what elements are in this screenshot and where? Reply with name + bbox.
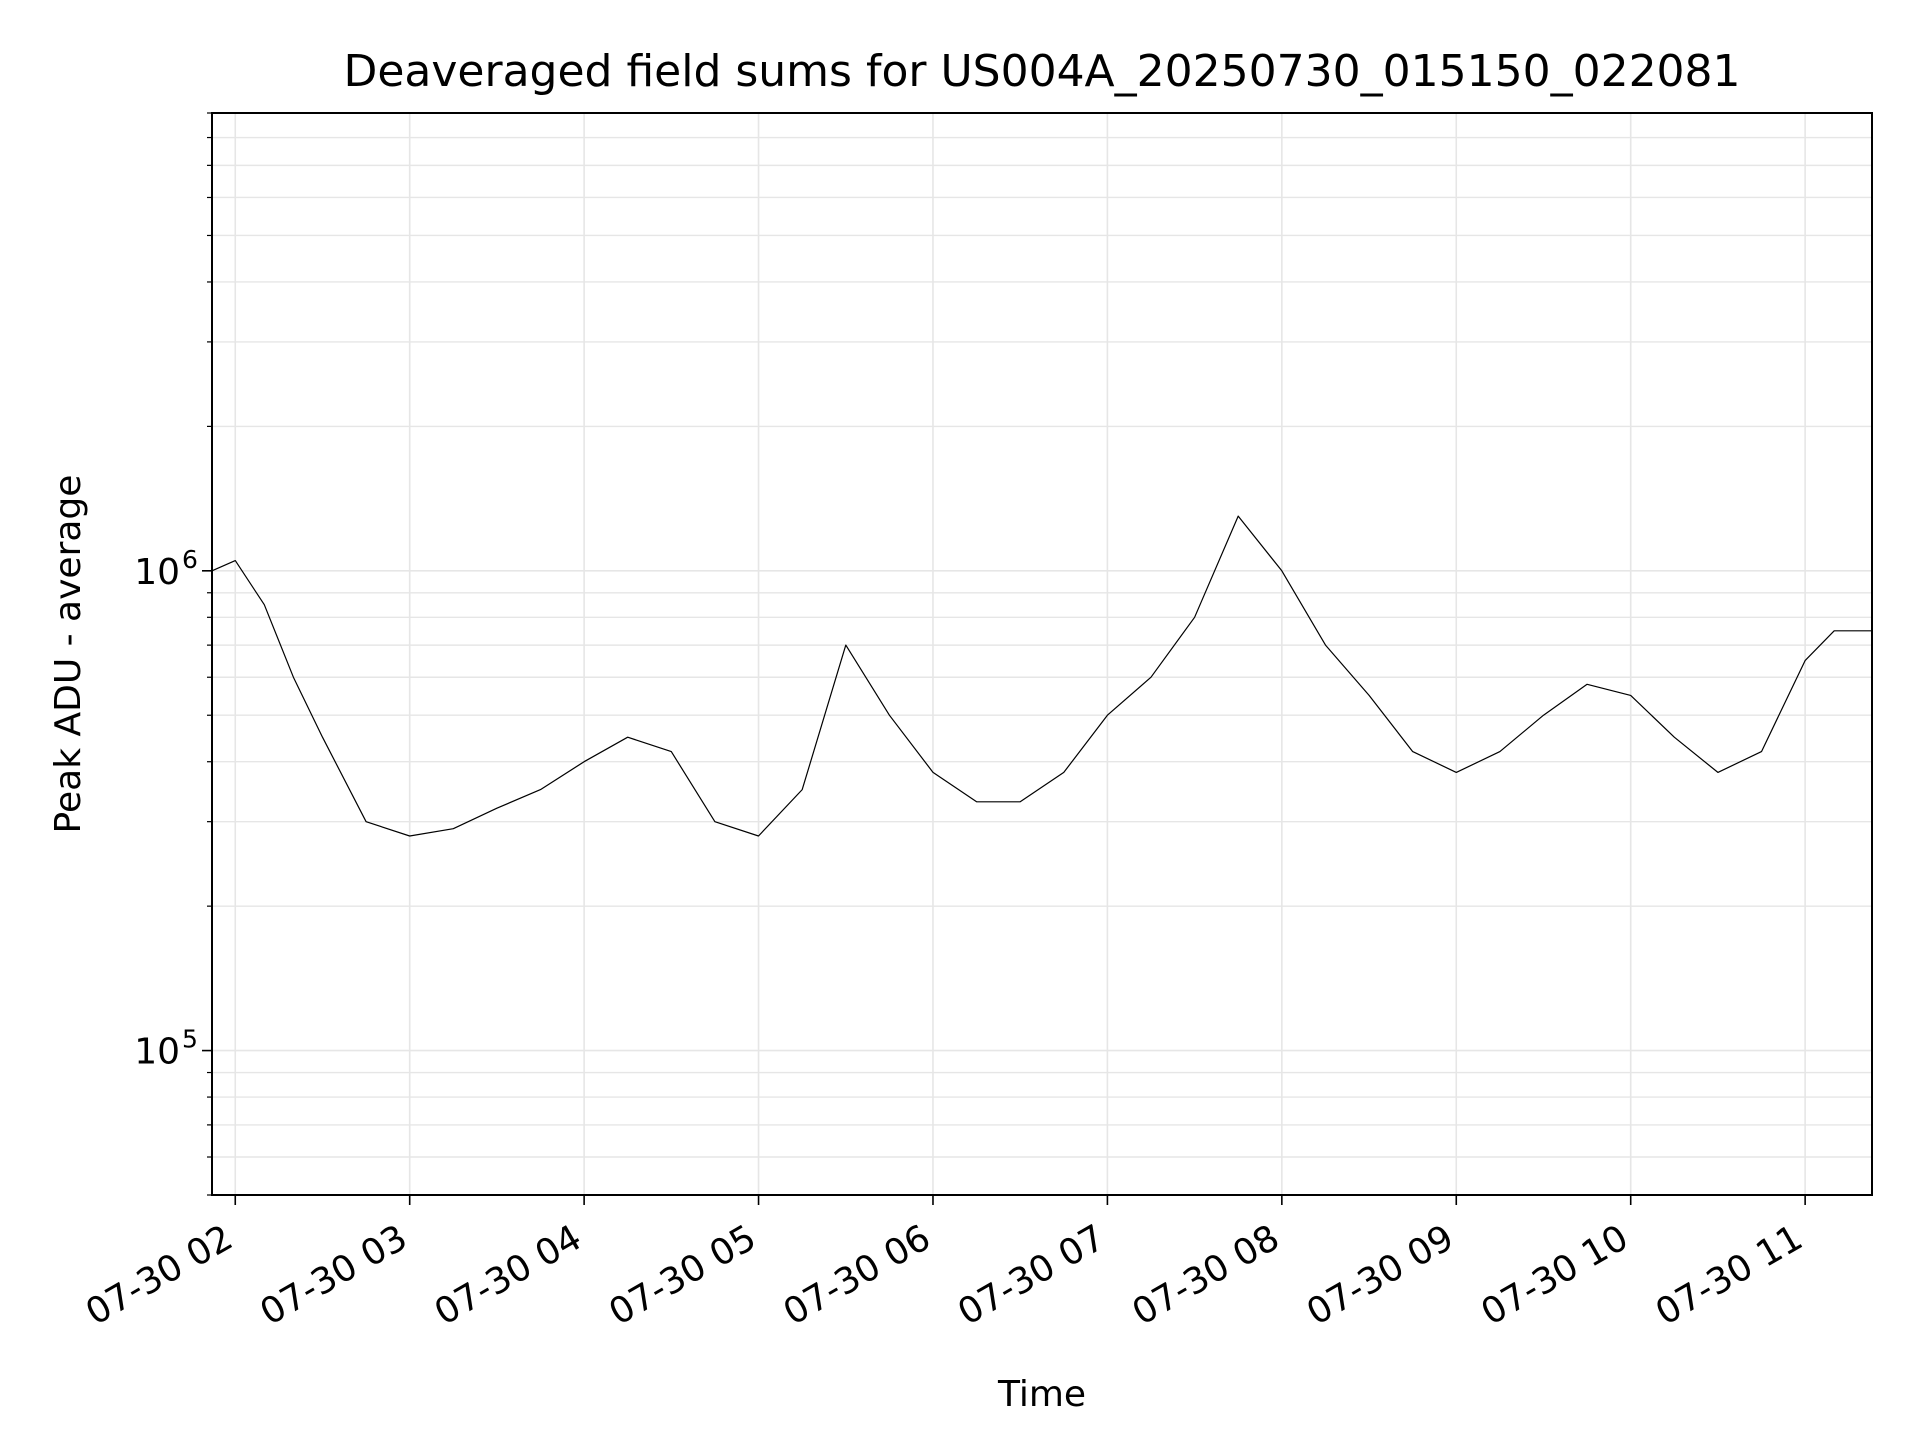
plot-area-frame — [211, 112, 1873, 1196]
grid — [212, 112, 1872, 1196]
y-tick-label-exponent: 6 — [182, 545, 198, 574]
series-line — [211, 515, 1872, 837]
y-tick-label: 10 — [134, 1032, 180, 1073]
y-tick-label: 10 — [134, 552, 180, 593]
x-axis-label: Time — [997, 1374, 1086, 1415]
y-axis-label: Peak ADU - average — [48, 475, 89, 834]
y-tick-label-exponent: 5 — [182, 1025, 198, 1054]
series-layer — [211, 515, 1872, 837]
chart-title: Deaveraged field sums for US004A_2025073… — [343, 46, 1740, 97]
